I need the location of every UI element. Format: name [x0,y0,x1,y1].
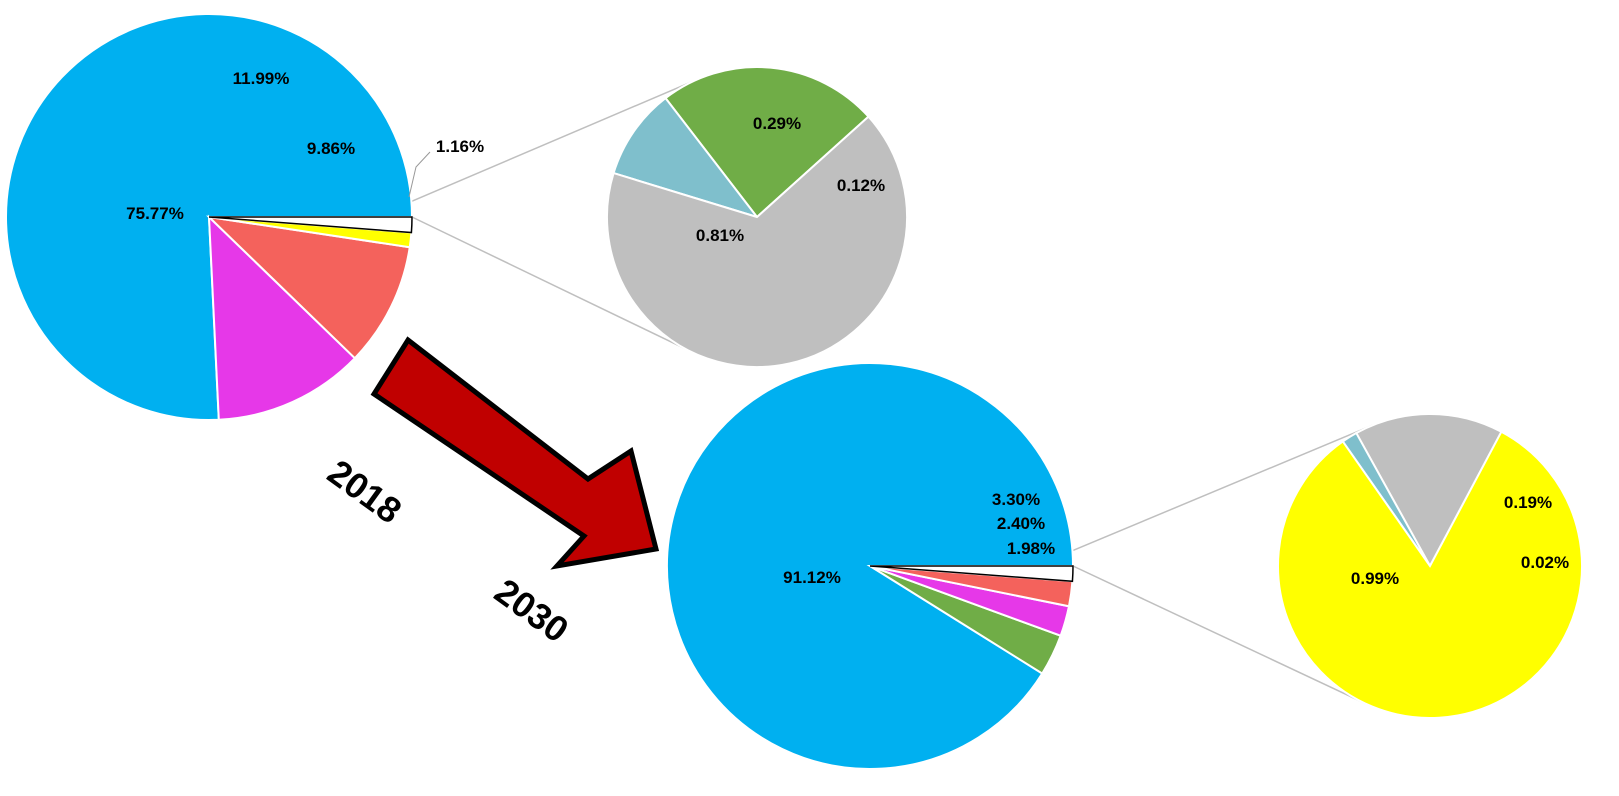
pie-chart-4: 0.19% 0.02% 0.99% [1277,413,1583,719]
pie-slice [612,96,760,219]
pie-slice [208,216,413,234]
pie-slice [206,215,411,360]
data-label: 11.99% [233,69,290,88]
data-label: 1.16% [436,137,484,156]
data-label: 0.81% [696,226,744,245]
data-label: 9.86% [307,139,355,158]
connector-2030-bottom [1072,565,1371,707]
connector-2018-top [411,77,702,203]
pie-charts: 75.77% 11.99% 9.86% 1.16% 0.29% 0.12% 0.81% 91.… [5,13,1583,770]
connector-lines [411,77,1374,707]
data-label: 91.12% [783,568,841,587]
pie-chart-1: 75.77% 11.99% 9.86% 1.16% [5,13,484,421]
data-label: 0.29% [753,114,801,133]
data-label: 0.12% [837,176,885,195]
data-label: 0.19% [1504,493,1552,512]
red-arrow-icon [370,336,660,570]
pie-slice [1354,413,1503,569]
pie-slice [869,565,1074,583]
label-leader-line [408,151,431,198]
year-to-label: 2030 [487,570,576,650]
data-label: 1.98% [1007,539,1055,558]
pie-slice [207,214,357,421]
connector-2030-top [1072,424,1374,552]
pie-chart-3: 91.12% 3.30% 2.40% 1.98% [666,361,1075,770]
data-label: 0.02% [1521,553,1569,572]
data-label: 0.99% [1351,569,1399,588]
pie-slice [606,115,908,368]
connector-2018-bottom [411,216,699,356]
pie-chart-2: 0.29% 0.12% 0.81% [606,66,908,368]
data-label: 2.40% [997,514,1045,533]
year-from-label: 2018 [320,451,409,531]
pie-slice [1277,430,1583,719]
data-label: 3.30% [992,490,1040,509]
transition-arrow [370,336,660,570]
pie-slice [664,66,870,219]
data-label: 75.77% [126,204,184,223]
